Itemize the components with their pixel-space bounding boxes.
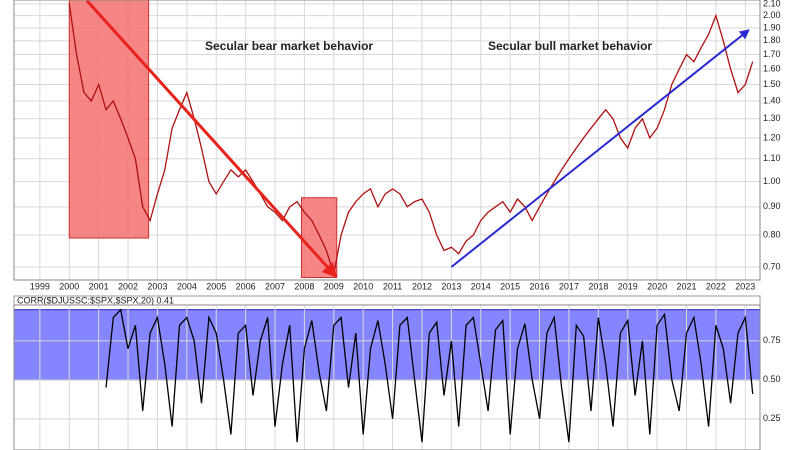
- x-tick-label: 2010: [353, 281, 373, 291]
- x-tick-label: 2000: [59, 281, 79, 291]
- panel-frame: [13, 0, 761, 281]
- x-tick-label: 2004: [177, 281, 197, 291]
- y-tick-label: 1.00: [763, 176, 781, 186]
- x-tick-label: 2019: [618, 281, 638, 291]
- x-tick-label: 2023: [735, 281, 755, 291]
- x-tick-label: 2021: [677, 281, 697, 291]
- y-tick-label: 1.50: [763, 79, 781, 89]
- y-tick-label: 0.80: [763, 229, 781, 239]
- x-tick-label: 2009: [324, 281, 344, 291]
- y-tick-label: 1.90: [763, 22, 781, 32]
- y-tick-label: 0.90: [763, 201, 781, 211]
- indicator-title: CORR($DJUSSC:$SPX,$SPX,20) 0.41: [17, 295, 174, 305]
- x-tick-label: 2011: [383, 281, 402, 291]
- x-tick-label: 2002: [118, 281, 138, 291]
- shaded-region: [68, 0, 150, 239]
- x-tick-label: 2016: [530, 281, 550, 291]
- y-tick-label: 2.10: [763, 0, 781, 8]
- x-tick-label: 2001: [89, 281, 109, 291]
- x-tick-label: 2014: [471, 281, 491, 291]
- y-tick-label: 2.00: [763, 10, 781, 20]
- x-tick-label: 2017: [559, 281, 579, 291]
- y-tick-label: 1.30: [763, 113, 781, 123]
- y-tick-label: 1.20: [763, 132, 781, 142]
- panel: [14, 0, 760, 280]
- trend-arrow: [85, 0, 338, 278]
- y-tick-label: 1.10: [763, 153, 781, 163]
- y-tick-label: 1.70: [763, 49, 781, 59]
- data-line: [68, 3, 754, 275]
- x-tick-label: 2022: [706, 281, 726, 291]
- band: [14, 309, 760, 381]
- y-tick-label: 0.75: [763, 335, 781, 345]
- y-tick-label: 1.40: [763, 95, 781, 105]
- panel: [14, 305, 760, 450]
- trend-arrow: [450, 29, 750, 268]
- x-tick-label: 1999: [30, 281, 50, 291]
- x-tick-label: 2020: [647, 281, 667, 291]
- x-tick-label: 2013: [441, 281, 461, 291]
- annotation: Secular bull market behavior: [488, 39, 652, 53]
- x-tick-label: 2005: [206, 281, 226, 291]
- y-tick-label: 1.60: [763, 63, 781, 73]
- y-tick-label: 0.50: [763, 374, 781, 384]
- x-tick-label: 2015: [500, 281, 520, 291]
- y-tick-label: 0.70: [763, 261, 781, 271]
- data-line: [105, 308, 754, 443]
- x-tick-label: 2003: [147, 281, 167, 291]
- x-tick-label: 2012: [412, 281, 432, 291]
- x-tick-label: 2007: [265, 281, 285, 291]
- x-tick-label: 2008: [294, 281, 314, 291]
- y-tick-label: 0.25: [763, 413, 781, 423]
- x-tick-label: 2006: [236, 281, 256, 291]
- panel-frame: [13, 304, 761, 450]
- y-tick-label: 1.80: [763, 35, 781, 45]
- annotation: Secular bear market behavior: [205, 39, 373, 53]
- x-tick-label: 2018: [588, 281, 608, 291]
